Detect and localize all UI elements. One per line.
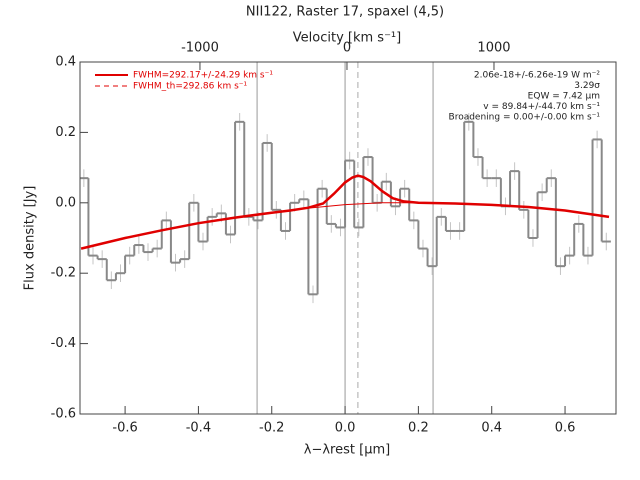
x-tick-label: -0.2 [259, 421, 284, 436]
y-tick-label: -0.4 [51, 336, 76, 351]
annotation: EQW = 7.42 μm [528, 92, 600, 102]
x-tick-label: 0.2 [408, 421, 429, 436]
fit-line [80, 174, 610, 250]
x-tick-label: 0.0 [335, 421, 356, 436]
x2-tick-label: -1000 [181, 41, 219, 56]
legend-label: FWHM=292.17+/-24.29 km s⁻¹ [133, 71, 273, 81]
y-tick-label: -0.6 [51, 407, 76, 422]
x-tick-label: 0.6 [555, 421, 576, 436]
y-axis-label: Flux density [Jy] [23, 186, 38, 291]
plot-frame [79, 61, 617, 415]
annotation: 2.06e-18+/-6.26e-19 W m⁻² [474, 71, 601, 81]
legend-label: FWHM_th=292.86 km s⁻¹ [133, 82, 248, 92]
y-tick-label: 0.4 [55, 55, 76, 70]
chart-title: NII122, Raster 17, spaxel (4,5) [246, 5, 444, 20]
x-tick-label: 0.4 [481, 421, 502, 436]
y-tick-label: 0.0 [55, 195, 76, 210]
x-tick-label: -0.4 [186, 421, 211, 436]
y-tick-label: 0.2 [55, 125, 76, 140]
x2-axis-label: Velocity [km s⁻¹] [293, 31, 401, 46]
annotation: Broadening = 0.00+/-0.00 km s⁻¹ [449, 113, 601, 123]
x2-tick-label: 1000 [477, 41, 510, 56]
x-axis-label: λ−λrest [μm] [304, 443, 390, 458]
y-tick-label: -0.2 [51, 266, 76, 281]
x-tick-label: -0.6 [112, 421, 137, 436]
plot-area [80, 62, 611, 414]
annotation: 3.29σ [574, 81, 600, 91]
annotation: v = 89.84+/-44.70 km s⁻¹ [483, 102, 600, 112]
x2-tick-label: 0 [343, 41, 351, 56]
